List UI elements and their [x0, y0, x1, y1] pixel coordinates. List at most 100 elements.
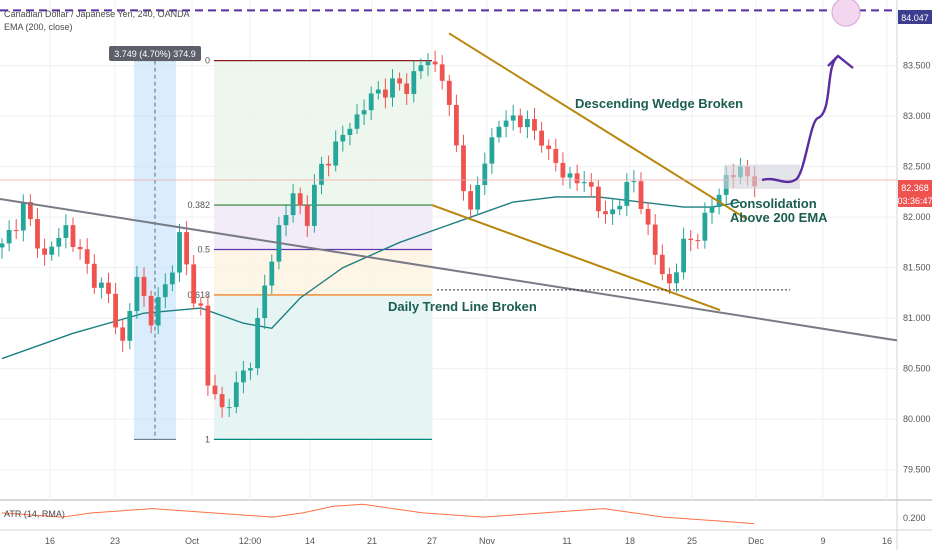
- x-tick-label: 23: [110, 536, 120, 546]
- candle-body: [397, 78, 402, 84]
- candle-body: [226, 407, 232, 409]
- candle-body: [120, 327, 126, 341]
- target-price-label: 84.047: [901, 13, 929, 23]
- candle-body: [148, 295, 154, 326]
- candle-body: [588, 182, 594, 187]
- candle-body: [383, 89, 388, 98]
- y-tick-label: 83.500: [903, 61, 931, 71]
- candle-body: [20, 202, 26, 231]
- candle-body: [262, 285, 268, 319]
- candle-body: [312, 184, 317, 226]
- candle-body: [638, 181, 644, 209]
- candle-body: [503, 120, 509, 127]
- y-tick-label: 83.000: [903, 111, 931, 121]
- candle-body: [290, 193, 296, 216]
- wedge-annotation: Descending Wedge Broken: [575, 96, 743, 111]
- candle-body: [340, 134, 346, 142]
- date-range-measure[interactable]: [134, 60, 176, 440]
- fib-level-label: 0.382: [187, 200, 210, 210]
- atr-line: [1, 503, 755, 525]
- target-price-tag: [898, 10, 932, 24]
- candle-body: [702, 212, 708, 241]
- consolidation-annotation-line1: Consolidation: [730, 196, 817, 211]
- fib-zone: [214, 249, 432, 295]
- candle-body: [574, 173, 580, 184]
- projection-arrowhead: [827, 54, 854, 69]
- fib-zone: [214, 294, 432, 440]
- candle-body: [482, 163, 488, 186]
- candle-body: [326, 163, 331, 166]
- candle-body: [0, 243, 5, 248]
- symbol-title: Canadian Dollar / Japanese Yen, 240, OAN…: [4, 9, 190, 19]
- x-tick-label: 14: [305, 536, 315, 546]
- atr-legend: ATR (14, RMA): [4, 509, 65, 519]
- x-tick-label: 12:00: [239, 536, 262, 546]
- candle-body: [667, 274, 672, 284]
- candle-body: [127, 311, 133, 341]
- candle-body: [645, 208, 651, 225]
- x-tick-label: 18: [625, 536, 635, 546]
- candle-body: [35, 219, 40, 249]
- candle-body: [113, 293, 118, 328]
- candle-body: [461, 145, 466, 192]
- consolidation-annotation-line2: Above 200 EMA: [730, 210, 828, 225]
- candle-body: [432, 61, 438, 65]
- candle-body: [617, 205, 623, 210]
- candle-body: [446, 80, 452, 105]
- candle-body: [191, 264, 197, 304]
- candle-body: [418, 65, 424, 72]
- candle-body: [177, 232, 182, 273]
- candle-body: [553, 148, 559, 163]
- candle-body: [468, 191, 473, 210]
- candle-body: [155, 297, 161, 326]
- measure-label: 3.749 (4.70%) 374.9: [114, 49, 196, 59]
- price-axis[interactable]: [897, 0, 932, 550]
- candle-body: [361, 110, 367, 115]
- candle-body: [532, 119, 537, 131]
- candle-body: [567, 173, 573, 178]
- candle-body: [681, 238, 686, 273]
- candle-body: [411, 71, 417, 94]
- consolidation-box: [724, 164, 800, 189]
- wedge-lower-line: [431, 204, 721, 312]
- candle-body: [347, 128, 353, 135]
- candle-body: [255, 318, 260, 369]
- candle-body: [546, 145, 552, 149]
- candle-body: [219, 394, 225, 408]
- candle-body: [333, 141, 339, 166]
- candle-body: [297, 193, 303, 206]
- candle-body: [510, 115, 516, 121]
- candle-body: [106, 282, 111, 294]
- x-tick-label: 11: [562, 536, 571, 546]
- candle-body: [475, 185, 481, 210]
- current-price-label: 82.368: [901, 183, 929, 193]
- fibonacci-retracement[interactable]: 0 0.382 0.5 0.618 1: [187, 56, 432, 445]
- candle-body: [489, 137, 495, 164]
- candle-body: [390, 78, 395, 98]
- candle-body: [162, 284, 168, 298]
- candle-body: [709, 207, 715, 213]
- x-tick-label: 25: [687, 536, 697, 546]
- candle-body: [596, 186, 601, 212]
- candle-body: [70, 225, 76, 247]
- fib-level-label: 0.5: [197, 244, 210, 254]
- candle-body: [283, 215, 289, 226]
- candle-body: [28, 202, 33, 220]
- target-circle: [831, 0, 861, 27]
- candle-body: [141, 276, 147, 296]
- drawn-lines[interactable]: [0, 0, 898, 342]
- candle-body: [368, 93, 374, 111]
- candle-body: [603, 211, 608, 215]
- candle-body: [134, 276, 140, 312]
- fib-level-label: 0.618: [187, 290, 210, 300]
- candle-body: [170, 272, 175, 285]
- projection-path: [761, 57, 838, 184]
- countdown-tag: [898, 194, 932, 207]
- candle-body: [319, 163, 324, 185]
- candle-body: [610, 209, 615, 215]
- candle-body: [496, 126, 502, 138]
- trendline-annotation: Daily Trend Line Broken: [388, 299, 537, 314]
- candle-body: [539, 130, 544, 146]
- x-tick-label: Nov: [479, 536, 496, 546]
